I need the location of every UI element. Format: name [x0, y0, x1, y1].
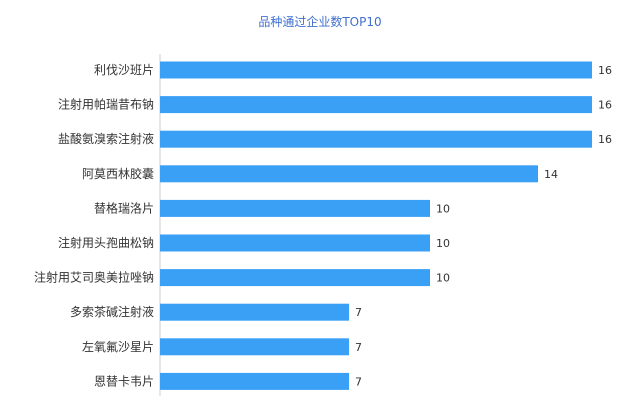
value-label: 7: [355, 375, 362, 388]
bar-9: [160, 372, 349, 390]
bar-4: [160, 199, 430, 217]
bars-layer: 利伐沙班片 16 注射用帕瑞昔布钠 16 盐酸氨溴索注射液 16 阿莫西林胶囊 14 替格瑞洛片…: [34, 61, 612, 390]
bar-7: [160, 303, 349, 321]
category-label: 注射用头孢曲松钠: [58, 235, 154, 250]
category-label: 注射用艾司奥美拉唑钠: [34, 270, 154, 285]
value-label: 7: [355, 341, 362, 354]
category-label: 恩替卡韦片: [94, 374, 154, 388]
bar-1: [160, 96, 592, 114]
category-label: 阿莫西林胶囊: [82, 166, 154, 181]
bar-0: [160, 61, 592, 79]
value-label: 10: [436, 202, 450, 215]
bar-5: [160, 234, 430, 252]
value-label: 16: [598, 99, 612, 112]
value-label: 10: [436, 272, 450, 285]
category-label: 盐酸氨溴索注射液: [58, 131, 154, 146]
bar-2: [160, 130, 592, 148]
value-label: 16: [598, 133, 612, 146]
bar-3: [160, 165, 538, 183]
value-label: 14: [544, 168, 558, 181]
value-label: 7: [355, 306, 362, 319]
value-label: 10: [436, 237, 450, 250]
category-label: 左氧氟沙星片: [82, 339, 154, 354]
category-label: 注射用帕瑞昔布钠: [58, 97, 154, 112]
value-label: 16: [598, 64, 612, 77]
category-label: 多索茶碱注射液: [70, 304, 154, 319]
category-label: 利伐沙班片: [94, 63, 154, 77]
bar-8: [160, 338, 349, 356]
chart-title: 品种通过企业数TOP10: [258, 14, 381, 29]
category-label: 替格瑞洛片: [94, 200, 154, 215]
bar-6: [160, 269, 430, 287]
